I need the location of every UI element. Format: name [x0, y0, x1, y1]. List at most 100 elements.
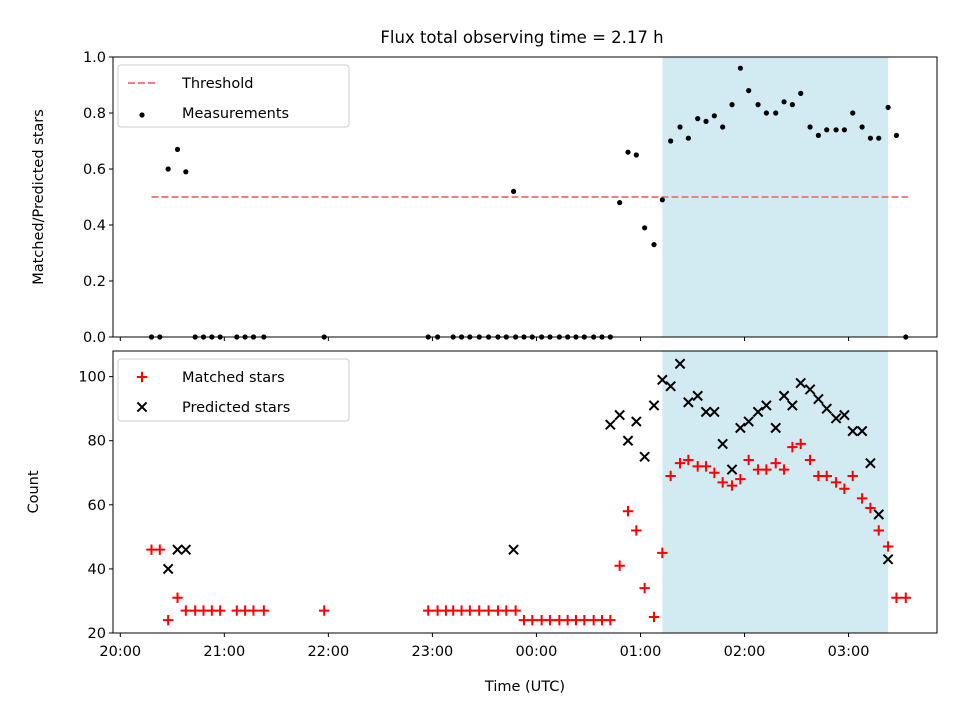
predicted-stars-point	[778, 390, 790, 402]
ratio-y-tick-label: 0.6	[83, 162, 106, 178]
predicted-stars-point	[865, 457, 876, 469]
matched-stars-point	[544, 614, 556, 626]
matched-stars-point	[709, 467, 720, 478]
count-legend: Matched stars Predicted stars	[117, 358, 350, 422]
measurement-point	[850, 110, 856, 116]
predicted-stars-point	[735, 422, 746, 434]
predicted-stars-point	[770, 422, 782, 434]
measurement-point	[711, 113, 717, 119]
matched-stars-point	[700, 461, 712, 472]
predicted-stars-point	[674, 358, 686, 370]
matched-stars-point	[180, 605, 192, 616]
measurement-point	[651, 242, 657, 248]
measurement-point	[824, 127, 830, 133]
measurement-point	[755, 102, 761, 108]
legend-measurements-swatch	[139, 112, 145, 118]
chart-title: Flux total observing time = 2.17 h	[380, 28, 663, 47]
legend-matched-swatch	[136, 371, 148, 383]
measurement-point	[893, 132, 900, 138]
matched-stars-point	[214, 605, 226, 616]
ratio-legend: Threshold Measurements	[117, 64, 350, 128]
predicted-stars-point	[622, 435, 634, 447]
matched-stars-point	[856, 493, 868, 504]
predicted-stars-point	[761, 400, 772, 411]
matched-stars-point	[605, 614, 616, 626]
measurement-point	[859, 124, 865, 130]
measurement-point	[746, 88, 752, 94]
matched-stars-point	[778, 464, 790, 475]
ratio-y-tick-label: 0.2	[83, 274, 106, 290]
matched-stars-point	[787, 441, 798, 453]
predicted-stars-point	[180, 544, 192, 555]
predicted-stars-point	[657, 374, 668, 386]
measurement-point	[668, 138, 674, 144]
predicted-stars-point	[847, 425, 859, 437]
predicted-stars-point	[639, 451, 650, 463]
matched-stars-point	[743, 454, 754, 466]
matched-stars-point	[423, 605, 434, 616]
matched-stars-point	[821, 470, 832, 482]
matched-stars-point	[865, 502, 876, 514]
measurement-point	[659, 197, 665, 203]
matched-stars-point	[900, 592, 911, 603]
measurement-point	[763, 110, 769, 116]
matched-stars-point	[873, 525, 884, 536]
measurement-point	[841, 127, 848, 133]
ratio-legend-label: Measurements	[182, 106, 289, 122]
count-marks	[146, 358, 911, 626]
count-panel: 20 40 60 80 100 20:00 21:00 22:00 23:00 00:00 01:0…	[26, 350, 938, 695]
matched-stars-point	[510, 605, 521, 616]
ratio-axis-ticks: 0.0 0.2 0.4 0.6 0.8 1.0	[83, 50, 850, 346]
count-axis-ticks: 20 40 60 80 100 20:00 21:00 22:00 23:00 00:00 01:0…	[78, 370, 869, 660]
matched-stars-point	[830, 477, 842, 488]
predicted-stars-point	[665, 380, 676, 392]
count-y-axis-label: Count	[26, 470, 42, 513]
measurement-point	[165, 166, 171, 172]
measurement-point	[720, 124, 726, 130]
count-y-tick-label: 100	[78, 370, 106, 386]
matched-stars-point	[319, 605, 330, 616]
matched-stars-point	[726, 480, 738, 491]
matched-stars-point	[154, 544, 166, 555]
predicted-stars-point	[821, 403, 833, 414]
matched-stars-point	[639, 582, 650, 594]
matched-stars-point	[474, 605, 485, 616]
measurement-point	[737, 65, 743, 71]
count-x-tick-label: 03:00	[828, 644, 870, 660]
predicted-stars-point	[605, 419, 616, 431]
matched-stars-point	[631, 525, 642, 536]
matched-stars-point	[761, 464, 772, 475]
count-legend-label: Matched stars	[182, 370, 285, 386]
matched-stars-point	[839, 483, 850, 494]
measurement-point	[183, 169, 189, 175]
matched-stars-point	[795, 438, 806, 450]
predicted-stars-point	[752, 406, 764, 418]
measurement-point	[695, 116, 701, 122]
measurement-point	[642, 225, 648, 231]
matched-stars-point	[162, 614, 174, 626]
predicted-stars-point	[856, 425, 868, 437]
measurement-point	[703, 118, 709, 124]
predicted-stars-point	[508, 544, 519, 555]
predicted-stars-point	[726, 464, 738, 475]
measurement-point	[729, 102, 735, 108]
count-y-tick-label: 60	[88, 498, 106, 514]
predicted-stars-point	[795, 377, 807, 389]
predicted-stars-point	[717, 438, 728, 450]
matched-stars-point	[501, 605, 512, 616]
count-x-tick-label: 23:00	[412, 644, 454, 660]
measurement-point	[815, 132, 821, 138]
measurement-point	[174, 146, 181, 152]
predicted-stars-point	[162, 563, 174, 575]
matched-stars-point	[735, 473, 746, 485]
measurement-point	[625, 149, 631, 155]
predicted-stars-point	[787, 400, 798, 411]
predicted-stars-point	[614, 409, 625, 421]
predicted-stars-point	[709, 406, 720, 418]
legend-predicted-swatch	[136, 401, 148, 413]
measurement-point	[833, 127, 839, 133]
measurement-point	[633, 152, 639, 158]
matched-stars-point	[579, 614, 590, 626]
matched-stars-point	[527, 614, 538, 626]
